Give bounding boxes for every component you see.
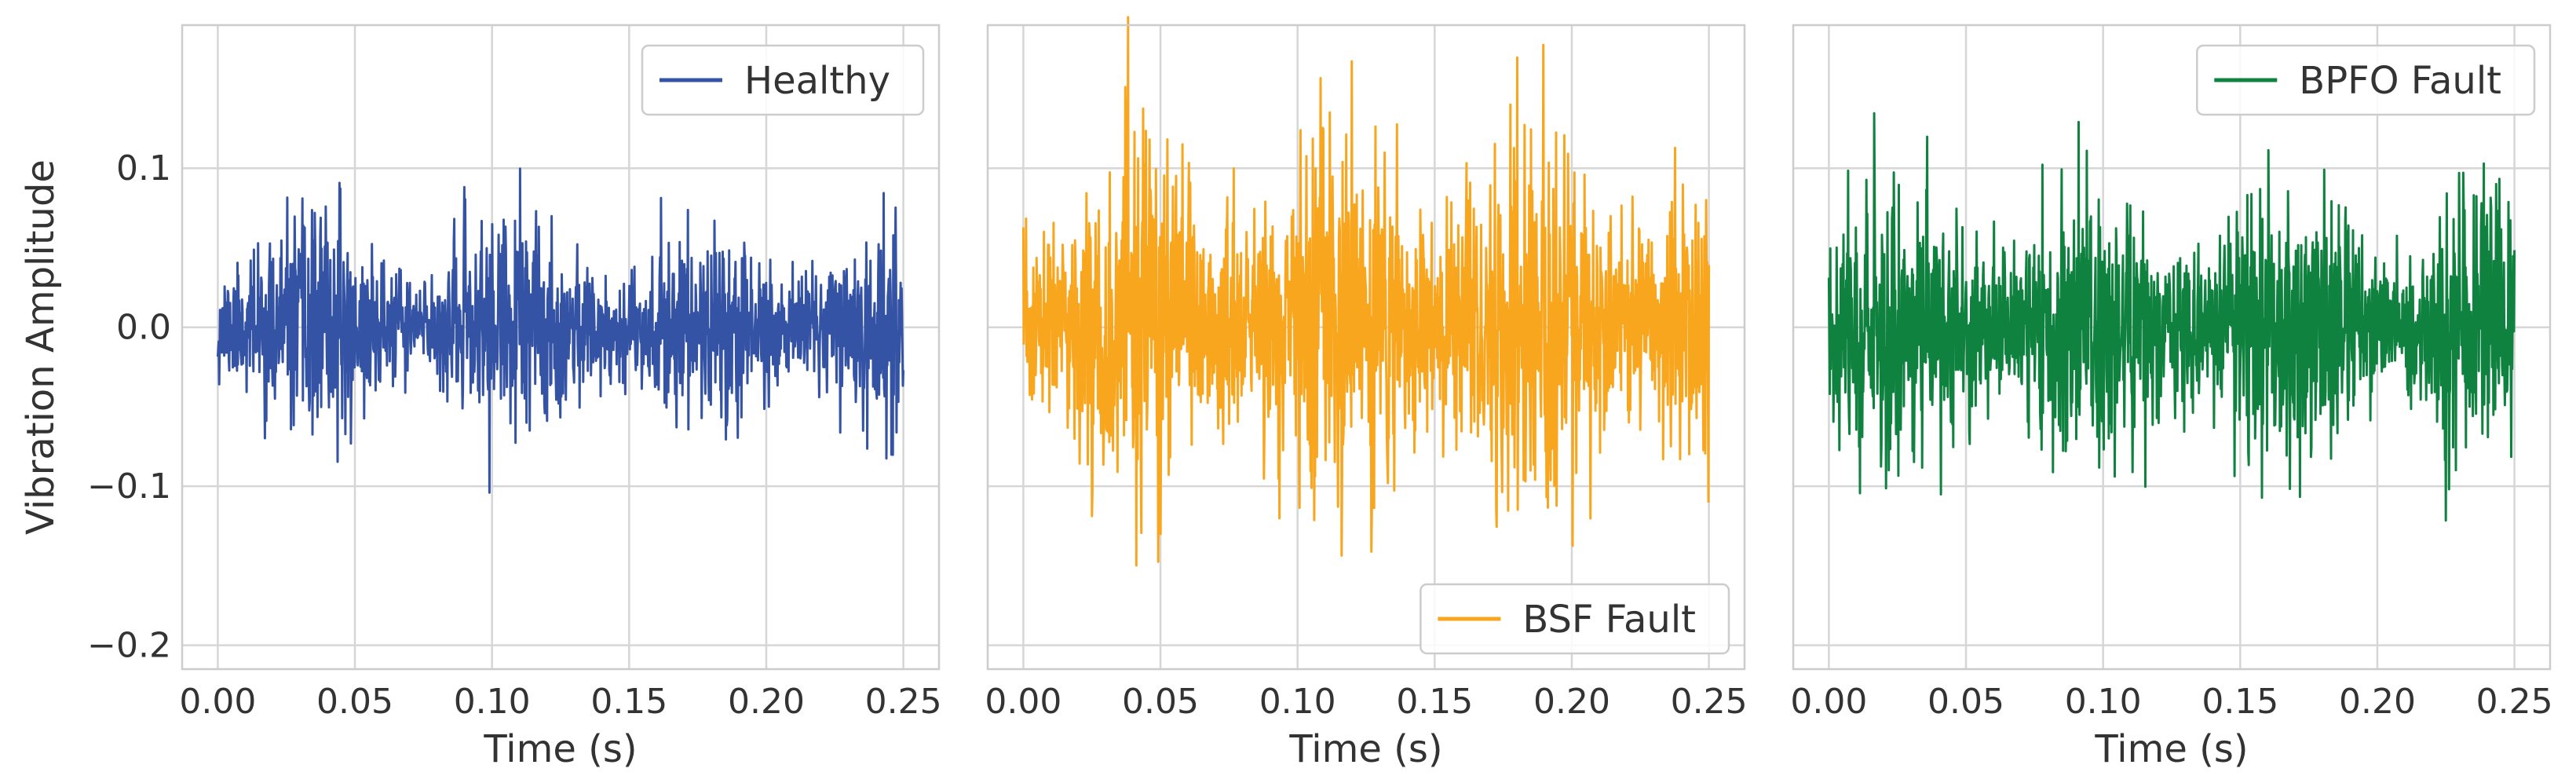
panel-bsf-fault: 0.00 0.05 0.10 0.15 0.20 0.25 Time (s) BSF Fa… xyxy=(985,16,1748,771)
x-tick-label: 0.20 xyxy=(1533,682,1610,722)
x-tick-labels: 0.00 0.05 0.10 0.15 0.20 0.25 xyxy=(985,682,1747,722)
legend-entry-bsf-fault: BSF Fault xyxy=(1522,598,1696,642)
x-tick-label: 0.15 xyxy=(590,682,667,722)
legend: Healthy xyxy=(641,44,925,116)
legend: BPFO Fault xyxy=(2196,44,2536,116)
legend: BSF Fault xyxy=(1420,583,1730,655)
x-tick-label: 0.15 xyxy=(2201,682,2278,722)
x-tick-label: 0.10 xyxy=(454,682,531,722)
x-tick-label: 0.15 xyxy=(1396,682,1473,722)
x-tick-label: 0.05 xyxy=(316,682,393,722)
y-tick-labels: 0.1 0.0 −0.1 −0.2 xyxy=(87,148,171,665)
x-tick-label: 0.05 xyxy=(1927,682,2004,722)
plot-frame xyxy=(181,24,941,671)
x-tick-label: 0.20 xyxy=(728,682,805,722)
x-tick-label: 0.00 xyxy=(179,682,256,722)
legend-entry-bpfo-fault: BPFO Fault xyxy=(2299,59,2501,103)
series-line xyxy=(1021,16,1711,567)
legend-box xyxy=(2196,44,2536,116)
legend-entry-healthy: Healthy xyxy=(744,59,890,103)
signal-line xyxy=(1021,16,1711,567)
plot-frame xyxy=(1792,24,2552,671)
x-tick-label: 0.25 xyxy=(2476,682,2553,722)
x-axis-label: Time (s) xyxy=(1288,727,1442,771)
plot-frame xyxy=(986,24,1746,671)
x-tick-label: 0.00 xyxy=(985,682,1061,722)
panel-bpfo-fault: 0.00 0.05 0.10 0.15 0.20 0.25 Time (s) BPFO F… xyxy=(1790,24,2553,771)
x-tick-labels: 0.00 0.05 0.10 0.15 0.20 0.25 xyxy=(1790,682,2552,722)
x-axis-label: Time (s) xyxy=(483,727,637,771)
y-tick-label: 0.1 xyxy=(116,148,171,188)
x-tick-label: 0.10 xyxy=(1259,682,1336,722)
x-tick-label: 0.05 xyxy=(1122,682,1199,722)
y-axis-label: Vibration Amplitude xyxy=(19,159,63,535)
x-tick-label: 0.25 xyxy=(865,682,942,722)
legend-box xyxy=(641,44,925,116)
signal-line xyxy=(1827,112,2516,522)
legend-box xyxy=(1420,583,1730,655)
x-tick-label: 0.00 xyxy=(1790,682,1867,722)
y-tick-label: −0.2 xyxy=(87,626,171,666)
x-axis-label: Time (s) xyxy=(2094,727,2248,771)
series-line xyxy=(216,167,905,494)
series-line xyxy=(1827,112,2516,522)
x-tick-label: 0.20 xyxy=(2339,682,2416,722)
y-tick-label: −0.1 xyxy=(87,467,171,507)
x-tick-label: 0.25 xyxy=(1671,682,1748,722)
panel-healthy: 0.00 0.05 0.10 0.15 0.20 0.25 0.10.0−0.1−0.2 … xyxy=(19,24,942,771)
y-tick-label: 0.0 xyxy=(116,308,171,348)
x-tick-labels: 0.00 0.05 0.10 0.15 0.20 0.25 xyxy=(179,682,941,722)
signal-line xyxy=(216,167,905,494)
x-tick-label: 0.10 xyxy=(2065,682,2142,722)
